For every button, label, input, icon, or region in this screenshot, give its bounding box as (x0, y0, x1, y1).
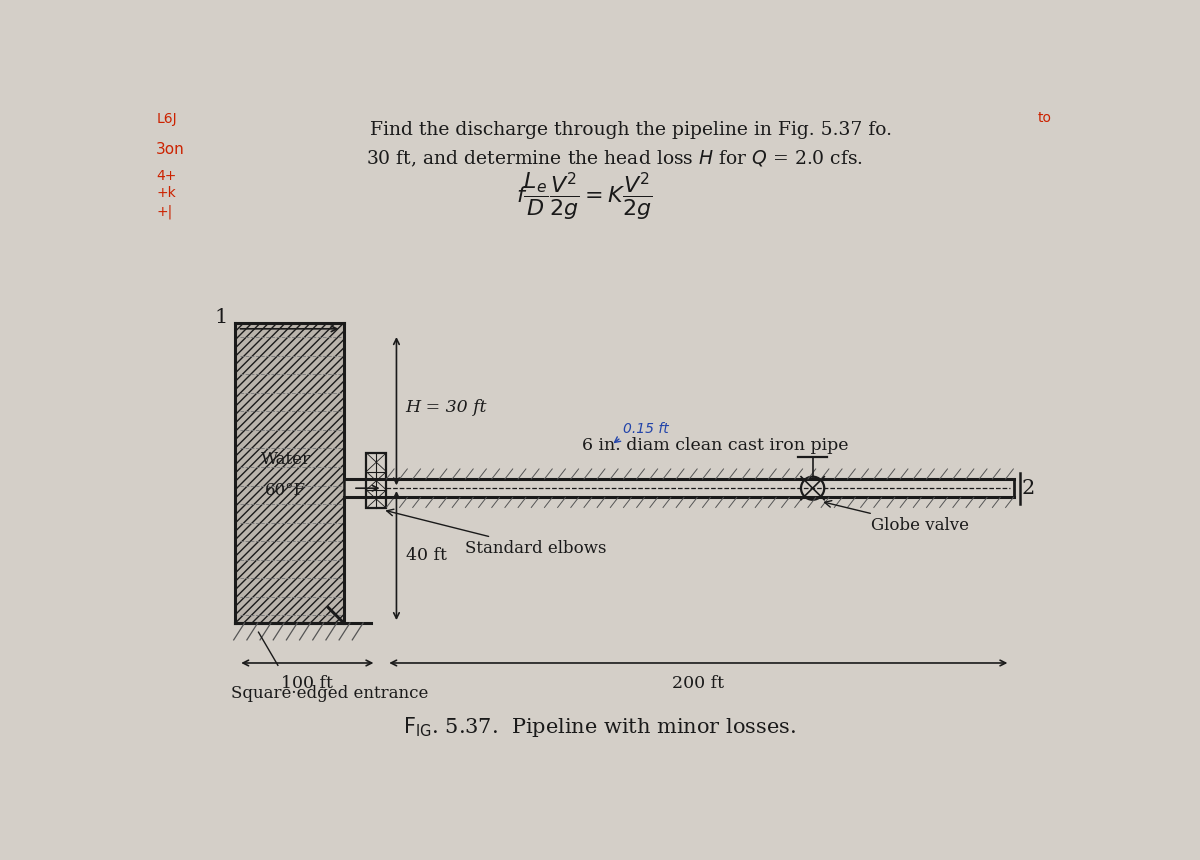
Text: 100 ft: 100 ft (281, 674, 334, 691)
Text: 30 ft, and determine the head loss $H$ for $Q$ = 2.0 cfs.: 30 ft, and determine the head loss $H$ f… (366, 149, 864, 169)
Text: L6J: L6J (156, 113, 176, 126)
Text: to: to (1037, 111, 1051, 125)
Text: 1: 1 (215, 308, 228, 327)
Text: $f \dfrac{L_e}{D} \dfrac{V^2}{2g} = K \dfrac{V^2}{2g}$: $f \dfrac{L_e}{D} \dfrac{V^2}{2g} = K \d… (516, 171, 653, 224)
Text: Find the discharge through the pipeline in Fig. 5.37 fo.: Find the discharge through the pipeline … (370, 121, 892, 139)
Text: Water: Water (260, 451, 311, 468)
Polygon shape (235, 322, 343, 623)
Text: Globe valve: Globe valve (824, 501, 968, 534)
Text: 60°F: 60°F (265, 482, 306, 499)
Text: 4+: 4+ (156, 169, 176, 182)
Text: Standard elbows: Standard elbows (386, 509, 607, 557)
Text: 3on: 3on (156, 142, 185, 157)
Text: 6 in. diam clean cast iron pipe: 6 in. diam clean cast iron pipe (582, 438, 850, 454)
Text: +|: +| (156, 205, 173, 219)
Text: 200 ft: 200 ft (672, 674, 725, 691)
Text: 40 ft: 40 ft (406, 547, 446, 564)
Text: 2: 2 (1022, 479, 1036, 498)
Text: Square·edged entrance: Square·edged entrance (232, 685, 428, 702)
Text: $\mathrm{F_{IG}}$. 5.37.  Pipeline with minor losses.: $\mathrm{F_{IG}}$. 5.37. Pipeline with m… (403, 715, 796, 739)
Text: 0.15 ft: 0.15 ft (623, 422, 668, 436)
Text: H = 30 ft: H = 30 ft (406, 399, 487, 416)
Text: +k: +k (156, 187, 176, 200)
Bar (366, 452, 386, 508)
